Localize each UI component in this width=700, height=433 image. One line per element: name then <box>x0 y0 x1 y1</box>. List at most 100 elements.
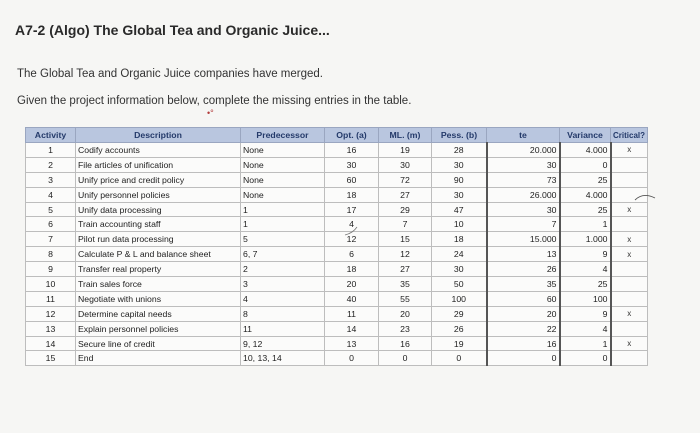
te-input[interactable]: 35 <box>485 276 561 292</box>
ml-cell: 72 <box>378 171 432 188</box>
opt-cell: 18 <box>324 186 379 203</box>
pen-mark <box>344 226 358 236</box>
ml-cell: 20 <box>378 305 432 322</box>
col-pessimistic: Pess. (b) <box>431 127 487 143</box>
pess-cell: 30 <box>431 261 487 278</box>
predecessor-cell: 2 <box>240 261 325 278</box>
variance-input[interactable]: 4.000 <box>558 186 612 203</box>
activity-cell: 8 <box>25 246 76 263</box>
te-input[interactable]: 22 <box>485 320 561 337</box>
critical-cell[interactable] <box>609 171 649 188</box>
activity-cell: 13 <box>25 320 76 337</box>
critical-cell[interactable] <box>609 320 649 337</box>
opt-cell: 13 <box>324 335 379 352</box>
description-cell: Train accounting staff <box>75 216 241 233</box>
opt-cell: 60 <box>324 171 379 188</box>
critical-cell[interactable]: x <box>609 305 649 322</box>
col-optimistic: Opt. (a) <box>324 127 379 143</box>
pess-cell: 30 <box>431 156 487 173</box>
col-variance: Variance <box>559 127 611 143</box>
critical-cell[interactable] <box>609 350 649 367</box>
critical-cell[interactable]: x <box>609 201 649 218</box>
critical-cell[interactable]: x <box>609 142 649 158</box>
critical-cell[interactable] <box>609 290 649 307</box>
activity-cell: 6 <box>25 216 76 233</box>
table-row: 9 Transfer real property 2 18 27 30 26 4 <box>25 261 649 278</box>
table-row: 2 File articles of unification None 30 30 30 3… <box>25 156 649 173</box>
variance-input[interactable]: 0 <box>558 350 612 367</box>
page-title: A7-2 (Algo) The Global Tea and Organic J… <box>15 22 330 38</box>
critical-cell[interactable] <box>609 276 649 292</box>
table-row: 7 Pilot run data processing 5 12 15 18 15.000 1… <box>25 231 649 248</box>
instructions-text: Given the project information below, com… <box>17 95 412 107</box>
te-input[interactable]: 7 <box>485 216 561 233</box>
variance-input[interactable]: 1 <box>558 335 612 352</box>
description-cell: Unify price and credit policy <box>75 171 241 188</box>
te-input[interactable]: 13 <box>485 246 561 263</box>
ml-cell: 55 <box>378 290 432 307</box>
description-cell: Explain personnel policies <box>75 320 241 337</box>
col-description: Description <box>75 127 241 143</box>
variance-input[interactable]: 25 <box>558 171 612 188</box>
description-cell: Determine capital needs <box>75 305 241 322</box>
pess-cell: 18 <box>431 231 487 248</box>
te-input[interactable]: 16 <box>485 335 561 352</box>
description-cell: File articles of unification <box>75 156 241 173</box>
predecessor-cell: None <box>240 186 325 203</box>
variance-input[interactable]: 100 <box>558 290 612 307</box>
col-critical: Critical? <box>609 127 649 143</box>
description-cell: Unify data processing <box>75 201 241 218</box>
critical-cell[interactable] <box>609 216 649 233</box>
activity-cell: 12 <box>25 305 76 322</box>
predecessor-cell: None <box>240 171 325 188</box>
te-input[interactable]: 0 <box>485 350 561 367</box>
predecessor-cell: 4 <box>240 290 325 307</box>
te-input[interactable]: 20 <box>485 305 561 322</box>
variance-input[interactable]: 9 <box>558 246 612 263</box>
te-input[interactable]: 30 <box>485 201 561 218</box>
te-input[interactable]: 26 <box>485 261 561 278</box>
variance-input[interactable]: 4.000 <box>558 142 612 158</box>
activity-cell: 5 <box>25 201 76 218</box>
te-input[interactable]: 60 <box>485 290 561 307</box>
te-input[interactable]: 15.000 <box>485 231 561 248</box>
te-input[interactable]: 26.000 <box>485 186 561 203</box>
ml-cell: 15 <box>378 231 432 248</box>
variance-input[interactable]: 1.000 <box>558 231 612 248</box>
critical-cell[interactable]: x <box>609 246 649 263</box>
te-input[interactable]: 20.000 <box>485 142 561 158</box>
ml-cell: 19 <box>378 142 432 158</box>
description-cell: Calculate P & L and balance sheet <box>75 246 241 263</box>
intro-text: The Global Tea and Organic Juice compani… <box>17 68 323 80</box>
variance-input[interactable]: 9 <box>558 305 612 322</box>
description-cell: Train sales force <box>75 276 241 292</box>
col-predecessor: Predecessor <box>240 127 325 143</box>
activity-cell: 14 <box>25 335 76 352</box>
activity-cell: 1 <box>25 142 76 158</box>
variance-input[interactable]: 0 <box>558 156 612 173</box>
variance-input[interactable]: 25 <box>558 201 612 218</box>
critical-cell[interactable] <box>609 156 649 173</box>
critical-cell[interactable]: x <box>609 231 649 248</box>
pess-cell: 30 <box>431 186 487 203</box>
opt-cell: 17 <box>324 201 379 218</box>
variance-input[interactable]: 4 <box>558 261 612 278</box>
table-row: 13 Explain personnel policies 11 14 23 26 22 4 <box>25 320 649 337</box>
variance-input[interactable]: 1 <box>558 216 612 233</box>
opt-cell: 30 <box>324 156 379 173</box>
ml-cell: 29 <box>378 201 432 218</box>
variance-input[interactable]: 25 <box>558 276 612 292</box>
te-input[interactable]: 30 <box>485 156 561 173</box>
critical-cell[interactable] <box>609 186 649 203</box>
red-mark: •° <box>207 108 214 118</box>
critical-cell[interactable] <box>609 261 649 278</box>
predecessor-cell: 3 <box>240 276 325 292</box>
ml-cell: 7 <box>378 216 432 233</box>
variance-input[interactable]: 4 <box>558 320 612 337</box>
te-input[interactable]: 73 <box>485 171 561 188</box>
description-cell: Negotiate with unions <box>75 290 241 307</box>
pess-cell: 24 <box>431 246 487 263</box>
table-row: 15 End 10, 13, 14 0 0 0 0 0 <box>25 350 649 367</box>
critical-cell[interactable]: x <box>609 335 649 352</box>
ml-cell: 23 <box>378 320 432 337</box>
